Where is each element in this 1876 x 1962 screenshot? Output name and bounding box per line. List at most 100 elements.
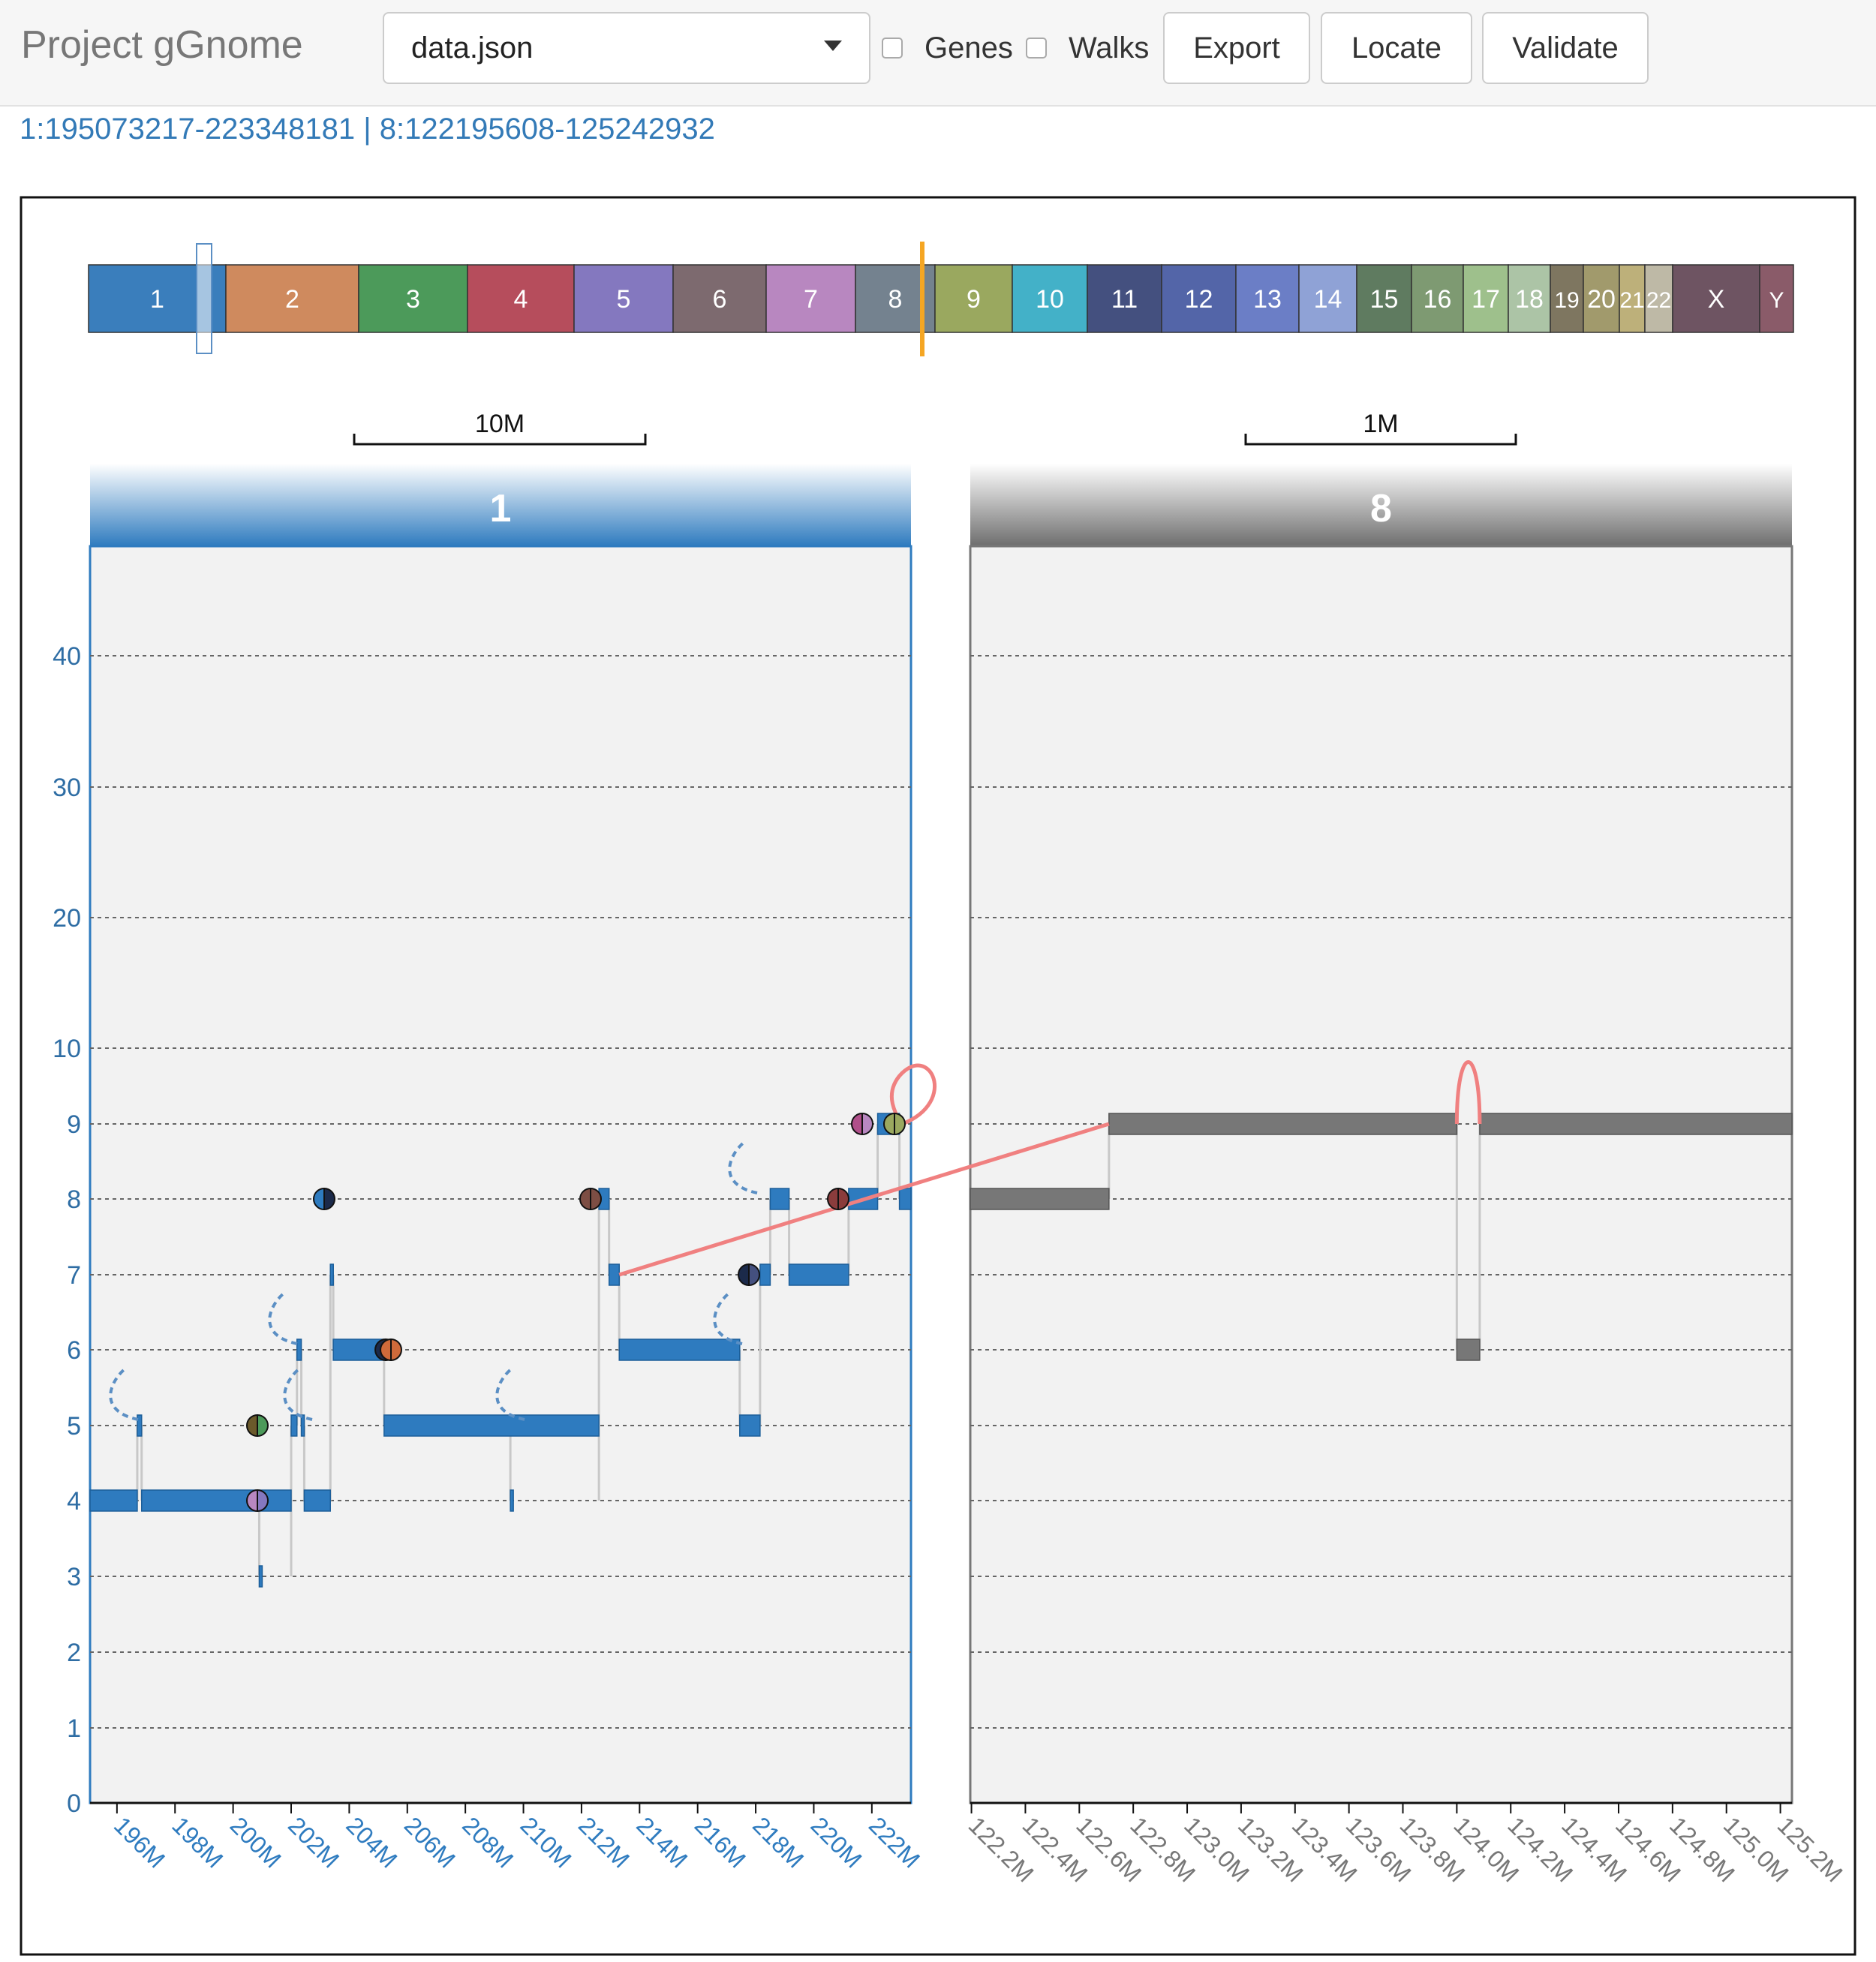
chromosome-block-10 [1012, 264, 1088, 333]
chevron-down-icon [824, 41, 842, 51]
genome-bar-selection-window [196, 243, 212, 354]
y-tick-label: 20 [53, 904, 81, 933]
locus-readout[interactable]: 1:195073217-223348181 | 8:122195608-1252… [20, 113, 715, 146]
chromosome-block-11 [1087, 264, 1162, 333]
chromosome-label: 17 [1472, 285, 1500, 314]
copy-number-segment [140, 1489, 292, 1512]
breakpoint-marker [738, 1263, 750, 1287]
y-tick-label: 10 [53, 1035, 81, 1063]
breakpoint-marker [894, 1112, 906, 1136]
chromosome-label: 5 [617, 285, 631, 314]
walks-label: Walks [1069, 32, 1150, 65]
copy-number-segment [759, 1263, 771, 1286]
copy-number-segment [296, 1339, 302, 1361]
chromosome-label: 10 [1036, 285, 1064, 314]
breakpoint-marker [579, 1187, 591, 1211]
scale-bar [353, 434, 647, 446]
y-tick-label: 1 [67, 1714, 81, 1743]
copy-number-segment [383, 1414, 600, 1437]
copy-number-segment [1456, 1339, 1481, 1361]
chromosome-block-16 [1411, 264, 1464, 333]
y-tick-label: 9 [67, 1110, 81, 1139]
scale-bar-label: 10M [475, 410, 525, 438]
chromosome-block-Y [1759, 264, 1794, 333]
loose-end [268, 1292, 298, 1345]
genes-checkbox[interactable] [882, 38, 903, 59]
chromosome-label: 13 [1253, 285, 1282, 314]
copy-number-segment [618, 1339, 741, 1361]
y-tick-label: 2 [67, 1639, 81, 1667]
breakpoint-marker [748, 1263, 760, 1287]
chromosome-label: 1 [150, 285, 164, 314]
chromosome-block-15 [1356, 264, 1412, 333]
y-tick-label: 6 [67, 1336, 81, 1365]
chromosome-block-5 [573, 264, 674, 333]
copy-number-segment [89, 1489, 138, 1512]
copy-number-segment [1479, 1113, 1793, 1135]
scale-bar [1244, 434, 1517, 446]
locate-button[interactable]: Locate [1321, 12, 1472, 84]
chromosome-label: 11 [1111, 285, 1138, 314]
breakpoint-marker [246, 1489, 258, 1513]
y-tick-label: 7 [67, 1261, 81, 1290]
toolbar: Project gGnome data.json Genes Walks Exp… [0, 0, 1876, 107]
junction-edge [618, 1122, 1110, 1277]
genome-overview-bar[interactable]: 1 2 3 4 5 6 7 8 9 10 11 12 13 14 15 16 17 18 19 20 21 22 X Y [88, 242, 1794, 356]
chromosome-block-6 [672, 264, 767, 333]
chromosome-block-X [1672, 264, 1760, 333]
copy-number-segment [300, 1414, 305, 1437]
genes-label: Genes [924, 32, 1013, 65]
copy-number-segment [258, 1565, 263, 1588]
chromosome-label: 7 [804, 285, 818, 314]
y-tick-label: 3 [67, 1563, 81, 1591]
copy-number-segment [788, 1263, 849, 1286]
copy-number-segment [608, 1263, 620, 1286]
chromosome-label: 12 [1185, 285, 1213, 314]
chromosome-block-3 [358, 264, 468, 333]
breakpoint-marker [851, 1112, 863, 1136]
chromosome-block-7 [765, 264, 856, 333]
y-tick-label: 5 [67, 1412, 81, 1441]
chromosome-label: X [1708, 285, 1725, 314]
chromosome-block-13 [1235, 264, 1300, 333]
validate-button[interactable]: Validate [1482, 12, 1649, 84]
y-tick-label: 8 [67, 1185, 81, 1214]
breakpoint-marker [313, 1187, 325, 1211]
export-button[interactable]: Export [1163, 12, 1310, 84]
chromosome-block-19 [1550, 264, 1584, 333]
chromosome-label: 9 [967, 285, 981, 314]
walks-checkbox[interactable] [1026, 38, 1047, 59]
breakpoint-marker [390, 1338, 402, 1362]
chromosome-label: 16 [1424, 285, 1452, 314]
scale-bar-label: 1M [1363, 410, 1398, 438]
loose-end [713, 1292, 743, 1345]
y-tick-label: 40 [53, 642, 81, 671]
breakpoint-marker [837, 1187, 849, 1211]
copy-number-segment [970, 1188, 1110, 1210]
loose-end [728, 1141, 758, 1194]
copy-number-segment [1108, 1113, 1458, 1135]
breakpoint-marker [827, 1187, 839, 1211]
y-tick-label: 30 [53, 774, 81, 802]
file-select[interactable]: data.json [383, 12, 870, 84]
panel-plot-area-chr1 [89, 545, 912, 1804]
copy-number-segment [137, 1414, 143, 1437]
junction-edge [889, 1063, 936, 1126]
panel-header-label: 8 [1370, 487, 1392, 530]
chromosome-label: 20 [1587, 285, 1616, 314]
panel-header-chr8 [970, 464, 1792, 546]
file-select-value: data.json [411, 32, 534, 65]
chromosome-label: 14 [1314, 285, 1342, 314]
breakpoint-marker [590, 1187, 602, 1211]
chromosome-label: Y [1769, 288, 1784, 313]
chromosome-label: 18 [1515, 285, 1544, 314]
copy-number-segment [329, 1263, 334, 1286]
copy-number-segment [739, 1414, 761, 1437]
breakpoint-marker [861, 1112, 873, 1136]
chromosome-label: 4 [514, 285, 528, 314]
y-tick-label: 4 [67, 1487, 81, 1516]
loose-end [283, 1368, 313, 1421]
copy-number-segment [898, 1188, 912, 1210]
breakpoint-marker [380, 1338, 392, 1362]
